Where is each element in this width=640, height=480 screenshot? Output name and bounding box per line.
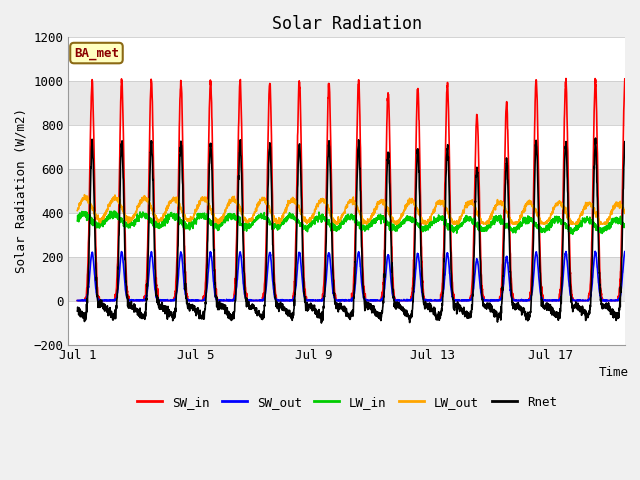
Bar	[68, 125, 625, 169]
Bar	[68, 37, 625, 81]
Title: Solar Radiation: Solar Radiation	[272, 15, 422, 33]
Bar	[68, 213, 625, 257]
Legend: SW_in, SW_out, LW_in, LW_out, Rnet: SW_in, SW_out, LW_in, LW_out, Rnet	[132, 391, 562, 414]
Bar	[68, 300, 625, 345]
Bar	[68, 169, 625, 213]
Bar	[68, 81, 625, 125]
Y-axis label: Solar Radiation (W/m2): Solar Radiation (W/m2)	[15, 108, 28, 274]
Bar	[68, 257, 625, 300]
Text: BA_met: BA_met	[74, 47, 119, 60]
X-axis label: Time: Time	[599, 366, 629, 379]
